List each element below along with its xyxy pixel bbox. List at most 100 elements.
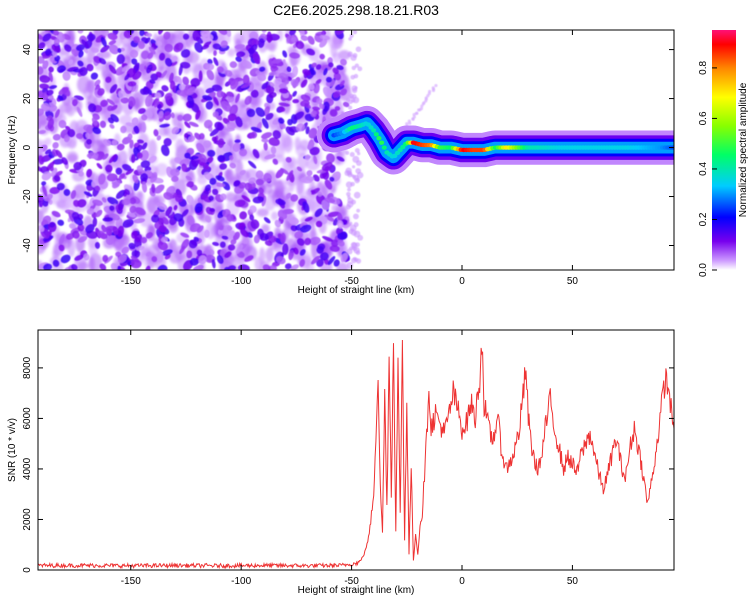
- noise-speckle: [38, 145, 44, 155]
- noise-edge-speckle: [353, 191, 361, 199]
- noise-speckle: [128, 96, 136, 107]
- noise-speckle: [53, 38, 60, 46]
- noise-speckle: [127, 133, 133, 141]
- noise-speckle: [187, 135, 196, 143]
- noise-speckle: [98, 57, 107, 65]
- noise-speckle: [133, 125, 140, 134]
- noise-speckle: [209, 127, 220, 137]
- noise-speckle: [169, 72, 174, 83]
- noise-speckle: [83, 191, 93, 197]
- colorbar-tick-label: 0.8: [698, 61, 709, 75]
- noise-speckle: [230, 239, 237, 245]
- noise-speckle: [311, 62, 317, 68]
- noise-speckle: [52, 142, 59, 149]
- noise-speckle: [256, 72, 267, 82]
- noise-speckle: [88, 103, 97, 113]
- noise-speckle: [54, 109, 60, 119]
- spectrogram-x-tick-label: 0: [459, 276, 465, 287]
- noise-speckle: [145, 95, 153, 107]
- noise-speckle: [131, 58, 138, 65]
- snr-x-tick-label: 50: [567, 576, 579, 587]
- noise-speckle: [300, 35, 309, 42]
- noise-speckle: [116, 143, 125, 151]
- noise-speckle: [63, 134, 70, 143]
- noise-speckle: [55, 170, 63, 177]
- noise-haze-blob: [227, 48, 236, 57]
- noise-speckle: [261, 118, 269, 129]
- noise-speckle: [203, 163, 210, 170]
- noise-edge-speckle: [345, 97, 351, 102]
- noise-speckle: [173, 42, 184, 53]
- noise-speckle: [249, 205, 257, 213]
- noise-speckle: [77, 199, 87, 208]
- noise-speckle: [49, 222, 56, 228]
- noise-speckle: [300, 79, 308, 88]
- noise-speckle: [121, 246, 130, 254]
- noise-speckle: [252, 148, 260, 159]
- noise-speckle: [107, 105, 114, 112]
- noise-speckle: [296, 166, 303, 172]
- noise-speckle: [136, 152, 143, 159]
- noise-speckle: [141, 181, 148, 193]
- noise-speckle: [150, 171, 158, 183]
- noise-speckle: [39, 75, 51, 83]
- noise-speckle: [309, 68, 316, 76]
- noise-haze-blob: [265, 42, 276, 51]
- noise-speckle: [52, 158, 64, 165]
- noise-speckle: [293, 247, 299, 255]
- noise-speckle: [297, 238, 305, 246]
- spectrogram-x-tick-label: -100: [231, 276, 251, 287]
- noise-speckle: [280, 232, 286, 244]
- noise-speckle: [327, 211, 340, 218]
- noise-speckle: [217, 138, 225, 149]
- noise-speckle: [255, 170, 264, 179]
- snr-x-tick-label: -50: [344, 576, 359, 587]
- noise-haze-blob: [38, 113, 49, 127]
- noise-haze-blob: [146, 198, 156, 213]
- noise-edge-speckle: [356, 171, 364, 179]
- noise-speckle: [99, 120, 107, 128]
- noise-speckle: [252, 196, 265, 204]
- spectrogram-y-tick-label: 20: [22, 93, 33, 105]
- noise-speckle: [258, 187, 264, 194]
- noise-speckle: [177, 76, 183, 85]
- noise-speckle: [194, 132, 202, 140]
- noise-speckle: [244, 255, 254, 262]
- noise-speckle: [249, 31, 259, 41]
- noise-speckle: [164, 43, 174, 53]
- noise-speckle: [70, 264, 78, 270]
- noise-speckle: [58, 119, 67, 129]
- noise-speckle: [184, 132, 189, 139]
- noise-speckle: [161, 70, 168, 79]
- noise-speckle: [215, 175, 225, 182]
- noise-speckle: [102, 153, 109, 160]
- noise-speckle: [91, 117, 98, 126]
- noise-edge-speckle: [351, 85, 358, 92]
- noise-speckle: [213, 57, 219, 66]
- noise-speckle: [97, 88, 105, 96]
- noise-speckle: [122, 164, 132, 172]
- noise-speckle: [212, 111, 219, 118]
- noise-speckle: [49, 105, 58, 112]
- noise-speckle: [216, 90, 224, 98]
- noise-speckle: [309, 236, 321, 246]
- noise-speckle: [158, 111, 164, 119]
- noise-speckle: [118, 173, 126, 180]
- noise-speckle: [235, 244, 244, 255]
- noise-speckle: [213, 50, 217, 57]
- noise-speckle: [52, 259, 60, 267]
- noise-speckle: [109, 84, 118, 94]
- noise-speckle: [199, 153, 207, 163]
- noise-speckle: [214, 121, 224, 131]
- signal-core-point: [379, 140, 385, 145]
- noise-speckle: [58, 244, 65, 252]
- noise-speckle: [264, 240, 273, 246]
- noise-speckle: [157, 103, 162, 110]
- noise-speckle: [92, 217, 98, 228]
- snr-series-line: [38, 339, 674, 570]
- noise-speckle: [140, 173, 149, 182]
- noise-speckle: [187, 94, 195, 106]
- colorbar: 0.0 0.2 0.4 0.6 0.8 Normalized spectral ampl…: [698, 30, 749, 277]
- noise-speckle: [117, 225, 124, 237]
- noise-speckle: [48, 85, 58, 90]
